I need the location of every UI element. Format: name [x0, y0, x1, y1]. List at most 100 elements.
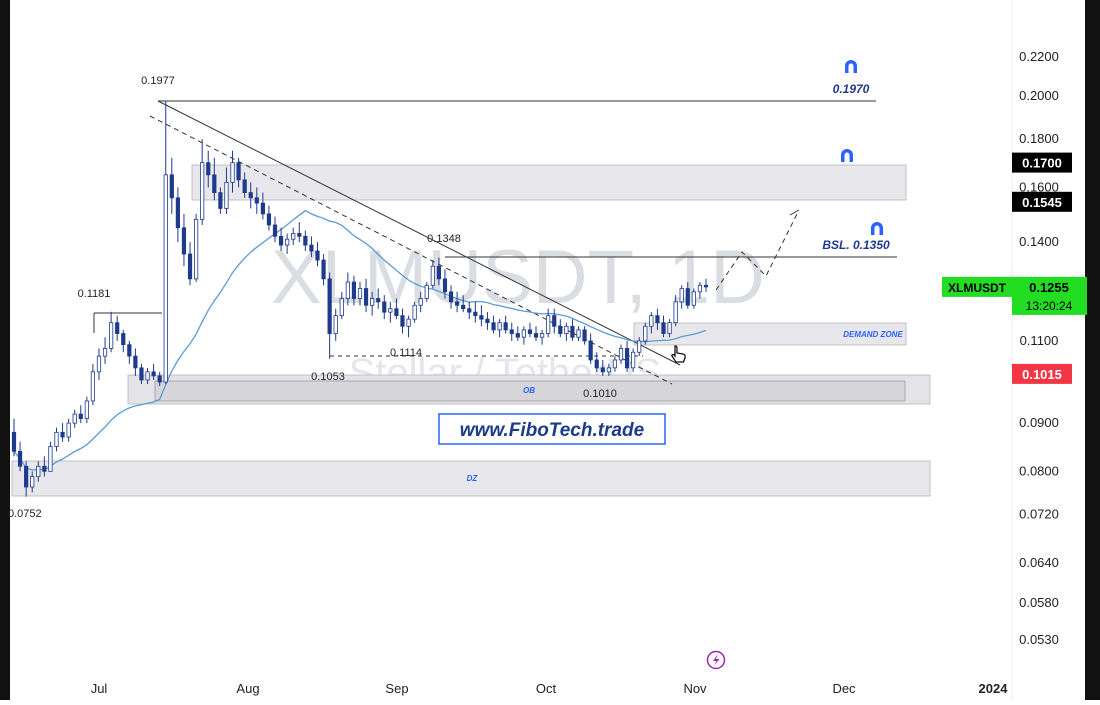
candle[interactable]: [558, 319, 563, 338]
candle[interactable]: [163, 100, 168, 385]
candle[interactable]: [564, 322, 569, 341]
candle[interactable]: [278, 227, 284, 252]
moving-average-line[interactable]: [13, 209, 707, 471]
candle[interactable]: [582, 326, 587, 345]
candle[interactable]: [200, 139, 205, 225]
candle[interactable]: [17, 441, 23, 472]
candle[interactable]: [612, 356, 618, 372]
magnet-icon[interactable]: [871, 222, 883, 235]
candle[interactable]: [382, 295, 387, 320]
descending-trendline[interactable]: [157, 100, 681, 366]
candle[interactable]: [48, 441, 53, 472]
candle[interactable]: [303, 230, 308, 252]
candle[interactable]: [266, 205, 272, 231]
candle[interactable]: [169, 157, 174, 214]
candle[interactable]: [30, 471, 35, 493]
candle[interactable]: [552, 308, 557, 334]
candle[interactable]: [351, 275, 357, 306]
candle[interactable]: [418, 291, 423, 313]
price-tag[interactable]: 0.1700: [1012, 152, 1072, 173]
candle[interactable]: [376, 288, 381, 309]
candle[interactable]: [436, 257, 442, 286]
candle[interactable]: [145, 367, 150, 385]
candle[interactable]: [655, 308, 660, 330]
candle[interactable]: [133, 348, 138, 376]
candle[interactable]: [455, 291, 460, 313]
candle[interactable]: [242, 172, 247, 198]
candle[interactable]: [115, 315, 120, 341]
candle[interactable]: [181, 213, 187, 267]
candle[interactable]: [121, 329, 126, 353]
candle[interactable]: [673, 295, 678, 327]
candle[interactable]: [643, 322, 648, 345]
candle[interactable]: [175, 187, 180, 243]
candle[interactable]: [679, 285, 684, 309]
candle[interactable]: [212, 157, 217, 201]
price-tag[interactable]: 0.1015: [1012, 363, 1072, 384]
candle[interactable]: [315, 242, 320, 267]
candle[interactable]: [691, 288, 696, 309]
candle[interactable]: [539, 329, 545, 345]
candle[interactable]: [637, 337, 642, 357]
candle[interactable]: [631, 348, 636, 372]
candle[interactable]: [442, 269, 448, 299]
candle[interactable]: [430, 260, 435, 289]
candle[interactable]: [11, 418, 17, 457]
candle[interactable]: [576, 326, 581, 341]
candle[interactable]: [467, 301, 472, 320]
candle[interactable]: [78, 405, 83, 424]
candle[interactable]: [224, 167, 229, 214]
candle[interactable]: [570, 319, 575, 341]
candle[interactable]: [230, 150, 235, 193]
candle[interactable]: [109, 311, 114, 353]
candle[interactable]: [473, 301, 478, 323]
candle[interactable]: [102, 337, 108, 364]
candle[interactable]: [661, 315, 666, 338]
candle[interactable]: [649, 312, 654, 334]
candle[interactable]: [339, 291, 344, 320]
candle[interactable]: [60, 423, 65, 442]
candle[interactable]: [357, 282, 363, 306]
time-axis[interactable]: Jul Aug Sep Oct Nov Dec 2024: [91, 681, 1009, 696]
candle[interactable]: [36, 461, 41, 482]
candle[interactable]: [485, 312, 490, 330]
candle[interactable]: [272, 216, 278, 243]
candle[interactable]: [594, 352, 599, 372]
candle[interactable]: [254, 187, 259, 214]
candle[interactable]: [533, 326, 539, 341]
candle[interactable]: [285, 233, 290, 255]
candle[interactable]: [327, 272, 332, 359]
candle[interactable]: [618, 344, 624, 364]
candle[interactable]: [157, 371, 162, 387]
candle[interactable]: [363, 278, 369, 313]
candle[interactable]: [394, 298, 399, 320]
candle[interactable]: [521, 326, 526, 345]
candle[interactable]: [388, 301, 393, 323]
candle[interactable]: [206, 150, 211, 188]
candle[interactable]: [503, 315, 508, 334]
candle[interactable]: [42, 456, 47, 477]
candle[interactable]: [187, 242, 193, 286]
candle[interactable]: [515, 326, 520, 341]
candle[interactable]: [96, 348, 102, 380]
candle[interactable]: [291, 227, 296, 246]
candle[interactable]: [600, 359, 605, 376]
candle[interactable]: [606, 363, 611, 376]
candle[interactable]: [236, 157, 241, 188]
candle[interactable]: [703, 278, 709, 292]
candle[interactable]: [54, 427, 59, 452]
candle[interactable]: [624, 340, 630, 372]
candle[interactable]: [479, 305, 484, 327]
magnet-icon[interactable]: [845, 60, 857, 73]
candle[interactable]: [139, 363, 144, 385]
magnet-icon[interactable]: [841, 149, 853, 162]
price-tag[interactable]: 0.1545: [1012, 191, 1072, 212]
candle[interactable]: [333, 308, 338, 341]
candle[interactable]: [685, 282, 690, 309]
price-axis[interactable]: 0.2200 0.2000 0.1800 0.1600 0.1400 0.1100 0.09…: [1019, 49, 1059, 647]
candle[interactable]: [90, 363, 96, 406]
candle[interactable]: [448, 285, 454, 309]
candle[interactable]: [546, 308, 551, 338]
supply-zone[interactable]: [191, 164, 907, 201]
